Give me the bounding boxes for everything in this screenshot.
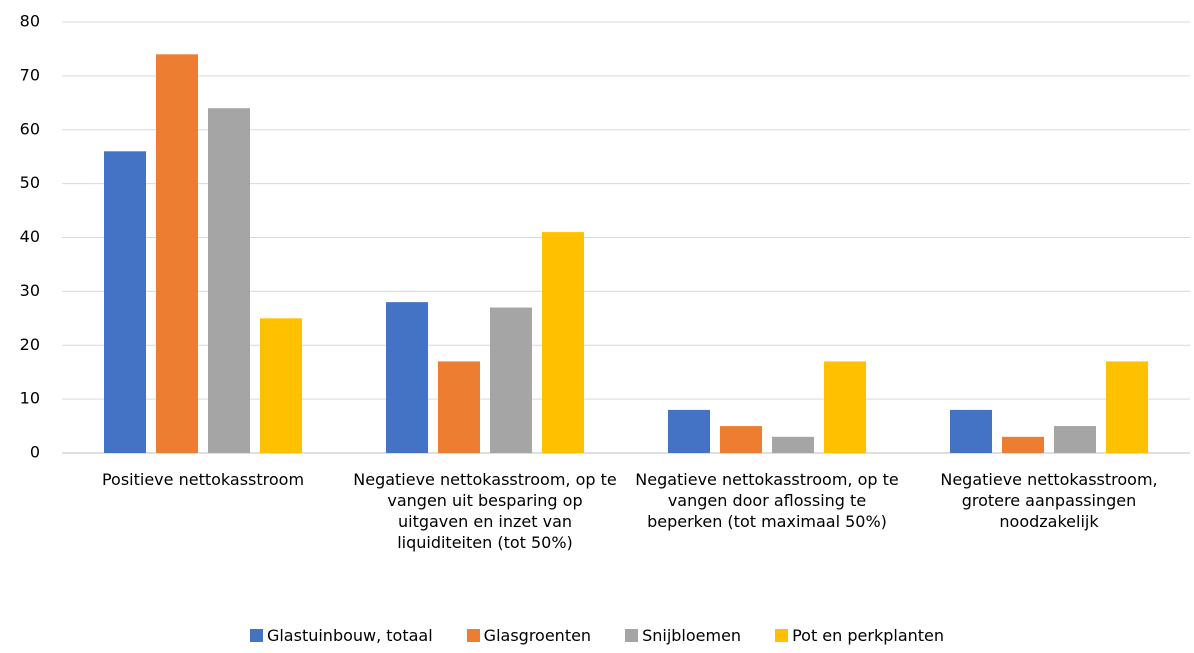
bar bbox=[1002, 436, 1044, 453]
y-tick-label: 10 bbox=[20, 389, 40, 408]
bar bbox=[950, 409, 992, 453]
bar bbox=[156, 54, 198, 453]
y-tick-label: 70 bbox=[20, 65, 40, 84]
y-tick-label: 20 bbox=[20, 335, 40, 354]
legend-item: Pot en perkplanten bbox=[775, 626, 944, 645]
legend-label: Pot en perkplanten bbox=[792, 626, 945, 645]
y-tick-label: 60 bbox=[20, 119, 40, 138]
legend-swatch bbox=[249, 629, 263, 642]
bar bbox=[1106, 361, 1148, 453]
legend-label: Glastuinbouw, totaal bbox=[266, 626, 433, 645]
bar bbox=[208, 108, 250, 453]
bar bbox=[438, 361, 480, 453]
y-tick-label: 0 bbox=[30, 443, 40, 462]
bar bbox=[260, 318, 302, 453]
y-tick-label: 40 bbox=[20, 227, 40, 246]
legend-label: Snijbloemen bbox=[642, 626, 742, 645]
x-tick-label: Negatieve nettokasstroom, grotere aanpas… bbox=[940, 470, 1158, 531]
x-tick-label: Negatieve nettokasstroom, op te vangen u… bbox=[353, 470, 617, 552]
y-tick-label: 30 bbox=[20, 281, 40, 300]
bar bbox=[1054, 426, 1096, 453]
bar bbox=[490, 307, 532, 453]
legend-item: Glastuinbouw, totaal bbox=[249, 626, 433, 645]
bar bbox=[824, 361, 866, 453]
bar bbox=[542, 232, 584, 453]
legend-item: Snijbloemen bbox=[625, 626, 741, 645]
bar bbox=[668, 409, 710, 453]
y-tick-label: 80 bbox=[20, 12, 40, 31]
legend-swatch bbox=[466, 629, 480, 642]
bar bbox=[386, 302, 428, 453]
x-tick-label: Positieve nettokasstroom bbox=[101, 470, 305, 489]
legend-label: Glasgroenten bbox=[483, 626, 592, 645]
x-tick-label: Negatieve nettokasstroom, op te vangen d… bbox=[635, 470, 899, 531]
legend-item: Glasgroenten bbox=[466, 626, 592, 645]
legend: Glastuinbouw, totaal Glasgroenten Snijbloe… bbox=[0, 626, 1194, 645]
legend-swatch bbox=[625, 629, 639, 642]
bar bbox=[720, 426, 762, 453]
legend-swatch bbox=[775, 629, 789, 642]
bar bbox=[104, 151, 146, 454]
bar bbox=[772, 436, 814, 453]
y-tick-label: 50 bbox=[20, 173, 40, 192]
